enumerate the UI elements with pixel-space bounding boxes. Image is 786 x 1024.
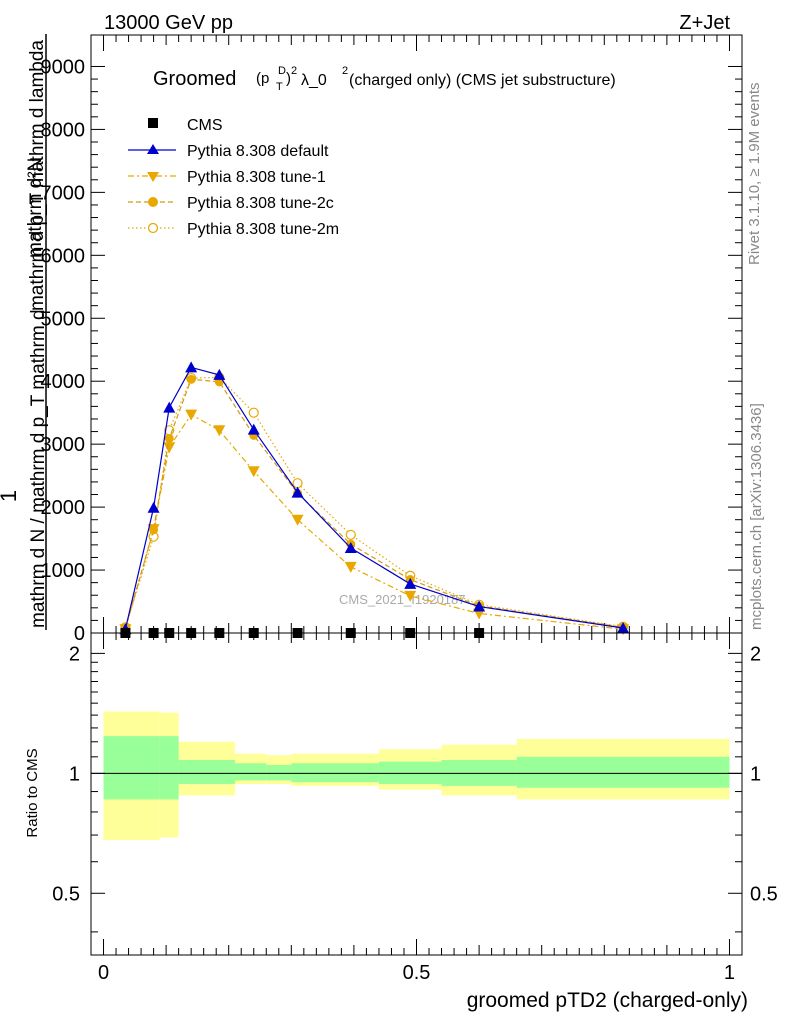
point-tune2m	[248, 407, 259, 418]
title-sup-d: D	[278, 65, 286, 77]
point-tune1	[344, 561, 357, 573]
ratio-ytick-label-right: 2	[750, 643, 761, 665]
ratio-ytick-label: 1	[69, 763, 80, 785]
title-sup-2b: 2	[342, 65, 348, 77]
title-tail: (charged only) (CMS jet substructure)	[349, 72, 616, 89]
ratio-ytick-label-right: 1	[750, 763, 761, 785]
ratio-ytick-label: 0.5	[52, 883, 80, 905]
point-tune1	[185, 409, 198, 421]
main-ytick-label: 4000	[41, 371, 86, 393]
rivet-version-label: Rivet 3.1.10, ≥ 1.9M events	[746, 83, 763, 266]
series-line-default	[124, 366, 624, 630]
legend-label-tune1: Pythia 8.308 tune-1	[187, 169, 326, 186]
ratio-band-inner	[378, 761, 442, 785]
legend-marker-cms	[148, 118, 158, 128]
point-tune2m	[345, 529, 356, 540]
ratio-ytick-label: 2	[69, 643, 80, 665]
ratio-band-inner	[516, 756, 730, 788]
legend-label-cms: CMS	[187, 117, 223, 134]
ratio-y-axis: 0.5 0.5 1 1 2 2	[52, 643, 778, 933]
legend-marker-tune2m	[147, 222, 159, 234]
ratio-ytick-label-right: 0.5	[750, 883, 778, 905]
series-line-tune2m	[124, 376, 624, 628]
main-ytick-label: 9000	[41, 56, 86, 78]
ylabel-one: 1	[0, 490, 21, 502]
main-ytick-label: 6000	[41, 245, 86, 267]
point-default	[213, 368, 226, 380]
point-tune2c	[149, 525, 159, 535]
legend-marker-tune1	[147, 172, 159, 182]
point-default	[404, 577, 417, 589]
title-lambda: λ_0	[301, 72, 327, 89]
point-default	[147, 501, 160, 513]
ylabel-denominator: mathrm d N / mathrm d p_T mathrm d	[28, 309, 49, 628]
main-y-axis-label: mathrm d²N mathrm d p_T mathrm d lambda …	[0, 34, 49, 630]
legend-label-tune2c: Pythia 8.308 tune-2c	[187, 195, 334, 212]
mcplots-label: mcplots.cern.ch [arXiv:1306.3436]	[748, 403, 765, 630]
point-default	[473, 600, 486, 612]
title-sub-t: T	[276, 81, 283, 93]
point-tune1	[163, 442, 176, 454]
point-default	[291, 486, 304, 498]
main-ytick-label: 2000	[41, 497, 86, 519]
ratio-band-inner	[178, 760, 235, 785]
point-default	[247, 423, 260, 435]
point-default	[617, 621, 630, 633]
main-ytick-label: 8000	[41, 119, 86, 141]
main-ytick-label: 5000	[41, 308, 86, 330]
point-tune2c	[164, 433, 174, 443]
xtick-label: 1	[724, 962, 735, 984]
ratio-x-axis: 0 0.5 1	[98, 633, 735, 984]
point-tune1	[247, 466, 260, 478]
point-tune1	[213, 425, 226, 437]
point-tune2c	[186, 374, 196, 384]
ratio-band-inner	[291, 763, 379, 783]
ratio-band-inner	[159, 736, 179, 800]
main-ytick-label: 1000	[41, 560, 86, 582]
legend-label-default: Pythia 8.308 default	[187, 143, 329, 160]
ratio-bands-layer	[103, 711, 730, 841]
main-y-axis: 0 1000 2000 3000 4000 5000 6000 7000 8000 9000	[41, 56, 742, 645]
xtick-label: 0.5	[403, 962, 431, 984]
header-energy: 13000 GeV pp	[104, 12, 233, 34]
title-close: )	[286, 70, 291, 87]
point-tune2m	[292, 478, 303, 489]
legend-label-tune2m: Pythia 8.308 tune-2m	[187, 221, 339, 238]
point-tune1	[291, 514, 304, 526]
title-pt: (p	[256, 70, 269, 87]
ratio-band-inner	[234, 763, 267, 781]
x-axis-label: groomed pTD2 (charged-only)	[467, 989, 748, 1012]
header-process: Z+Jet	[679, 12, 730, 34]
ylabel-numerator-b: mathrm d p_T mathrm d lambda	[27, 40, 48, 311]
analysis-watermark: CMS_2021_I1920187	[339, 592, 466, 607]
ratio-band-inner	[266, 764, 292, 781]
series-line-tune2c	[124, 378, 624, 629]
xtick-label: 0	[98, 962, 109, 984]
legend: CMS Pythia 8.308 default Pythia 8.308 tu…	[128, 117, 339, 238]
point-default	[185, 361, 198, 373]
plot-title: Groomed (p D T ) 2 λ_0 2 (charged only) …	[153, 65, 616, 93]
point-default	[344, 542, 357, 554]
point-default	[163, 401, 176, 413]
ratio-band-inner	[103, 736, 160, 800]
legend-marker-tune2c	[148, 197, 158, 207]
ylabel-numerator: mathrm d²N	[25, 158, 46, 258]
legend-marker-default	[147, 144, 159, 154]
main-ytick-label: 7000	[41, 182, 86, 204]
title-sup-2: 2	[291, 65, 297, 77]
title-groomed: Groomed	[153, 68, 236, 90]
point-tune1	[404, 590, 417, 602]
ratio-y-axis-label: Ratio to CMS	[24, 748, 41, 837]
main-ytick-label: 0	[74, 623, 85, 645]
main-ytick-label: 3000	[41, 434, 86, 456]
